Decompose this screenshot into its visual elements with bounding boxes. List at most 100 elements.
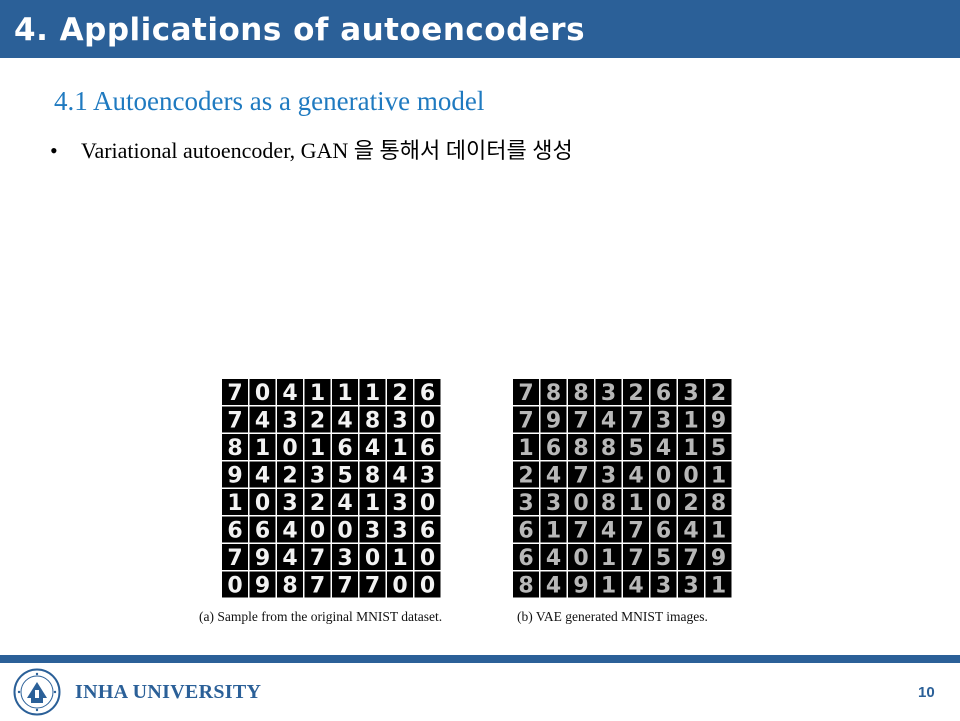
digit-cell-background: [678, 489, 704, 515]
digit-cell: 7: [513, 379, 539, 406]
digit-cell-background: [540, 434, 567, 460]
digit-cell-background: [678, 571, 704, 598]
digit-cell: 7: [332, 571, 358, 599]
digit-cell-background: [332, 516, 358, 543]
digit-cell-background: [222, 489, 248, 515]
digit-cell: 1: [678, 406, 704, 434]
digit-cell-background: [568, 571, 594, 598]
digit-cell: 3: [332, 544, 358, 571]
digit-glyph: 1: [711, 464, 726, 489]
digit-glyph: 0: [420, 574, 435, 599]
digit-cell-background: [650, 379, 677, 405]
digit-cell-background: [705, 434, 732, 460]
digit-cell: 3: [387, 489, 413, 516]
digit-cell-background: [304, 461, 331, 488]
digit-glyph: 9: [255, 546, 270, 571]
digit-cell-background: [222, 379, 248, 405]
digit-cell-background: [414, 406, 441, 433]
digit-cell: 7: [678, 544, 704, 571]
digit-glyph: 9: [711, 409, 726, 434]
digit-glyph: 3: [310, 464, 325, 489]
digit-cell-background: [595, 406, 622, 433]
digit-cell-background: [414, 434, 441, 460]
digit-cell-background: [387, 516, 413, 543]
digit-glyph: 9: [255, 574, 270, 599]
digit-glyph: 7: [310, 574, 325, 599]
digit-cell: 3: [650, 571, 677, 599]
digit-cell-background: [359, 434, 386, 460]
digit-cell: 3: [387, 516, 413, 544]
digit-glyph: 1: [337, 381, 352, 406]
digit-cell-background: [568, 516, 594, 543]
digit-cell-background: [249, 461, 276, 488]
digit-cell-background: [595, 489, 622, 515]
digit-cell-background: [513, 461, 539, 488]
digit-cell: 2: [304, 489, 331, 516]
digit-cell: 6: [650, 379, 677, 406]
digit-cell: 1: [387, 544, 413, 571]
digit-glyph: 7: [310, 546, 325, 571]
digit-cell-background: [359, 571, 386, 598]
digit-cell-background: [414, 516, 441, 543]
digit-cell: 1: [359, 489, 386, 516]
digit-cell: 6: [540, 434, 567, 461]
digit-glyph: 1: [628, 491, 643, 516]
digit-cell-background: [650, 544, 677, 570]
digit-cell-background: [359, 516, 386, 543]
digit-cell-background: [249, 544, 276, 570]
digit-cell-background: [359, 406, 386, 433]
digit-cell-background: [513, 489, 539, 515]
digit-cell-background: [249, 379, 276, 405]
digit-cell-background: [623, 461, 649, 488]
digit-cell: 3: [513, 489, 539, 516]
digit-glyph: 8: [711, 491, 726, 516]
digit-cell-background: [705, 516, 732, 543]
digit-cell-background: [277, 489, 303, 515]
digit-cell-background: [595, 571, 622, 598]
digit-cell: 1: [595, 571, 622, 599]
digit-glyph: 3: [546, 491, 561, 516]
digit-cell: 3: [414, 461, 441, 489]
digit-glyph: 7: [628, 519, 643, 544]
digit-cell: 0: [650, 489, 677, 516]
digit-cell-background: [568, 406, 594, 433]
digit-cell-background: [277, 379, 303, 405]
digit-cell: 4: [249, 406, 276, 434]
digit-cell-background: [222, 406, 248, 433]
digit-cell-background: [304, 489, 331, 515]
digit-glyph: 2: [628, 381, 643, 406]
digit-glyph: 9: [227, 464, 242, 489]
digit-cell-background: [414, 379, 441, 405]
digit-cell: 3: [678, 379, 704, 406]
digit-glyph: 4: [282, 381, 297, 406]
digit-cell: 4: [332, 406, 358, 434]
digit-cell: 1: [222, 489, 248, 516]
digit-cell: 1: [249, 434, 276, 461]
digit-glyph: 2: [711, 381, 726, 406]
digit-cell-background: [568, 489, 594, 515]
digit-cell-background: [304, 516, 331, 543]
digit-glyph: 3: [518, 491, 533, 516]
digit-cell-background: [222, 516, 248, 543]
digit-cell: 4: [650, 434, 677, 461]
digit-cell: 1: [387, 434, 413, 461]
digit-cell: 4: [678, 516, 704, 544]
digit-cell: 6: [414, 516, 441, 544]
digit-cell-background: [540, 406, 567, 433]
digit-glyph: 4: [546, 464, 561, 489]
digit-cell: 5: [705, 434, 732, 461]
digit-glyph: 3: [656, 574, 671, 599]
digit-cell: 8: [705, 489, 732, 516]
digit-cell: 8: [513, 571, 539, 599]
digit-cell-background: [595, 516, 622, 543]
digit-cell: 0: [650, 461, 677, 489]
digit-cell: 7: [222, 406, 248, 434]
digit-glyph: 1: [683, 409, 698, 434]
digit-cell: 2: [304, 406, 331, 434]
digit-glyph: 3: [683, 381, 698, 406]
digit-cell-background: [595, 434, 622, 460]
digit-glyph: 7: [573, 519, 588, 544]
digit-glyph: 1: [310, 436, 325, 461]
digit-cell-background: [249, 571, 276, 598]
digit-cell-background: [623, 571, 649, 598]
